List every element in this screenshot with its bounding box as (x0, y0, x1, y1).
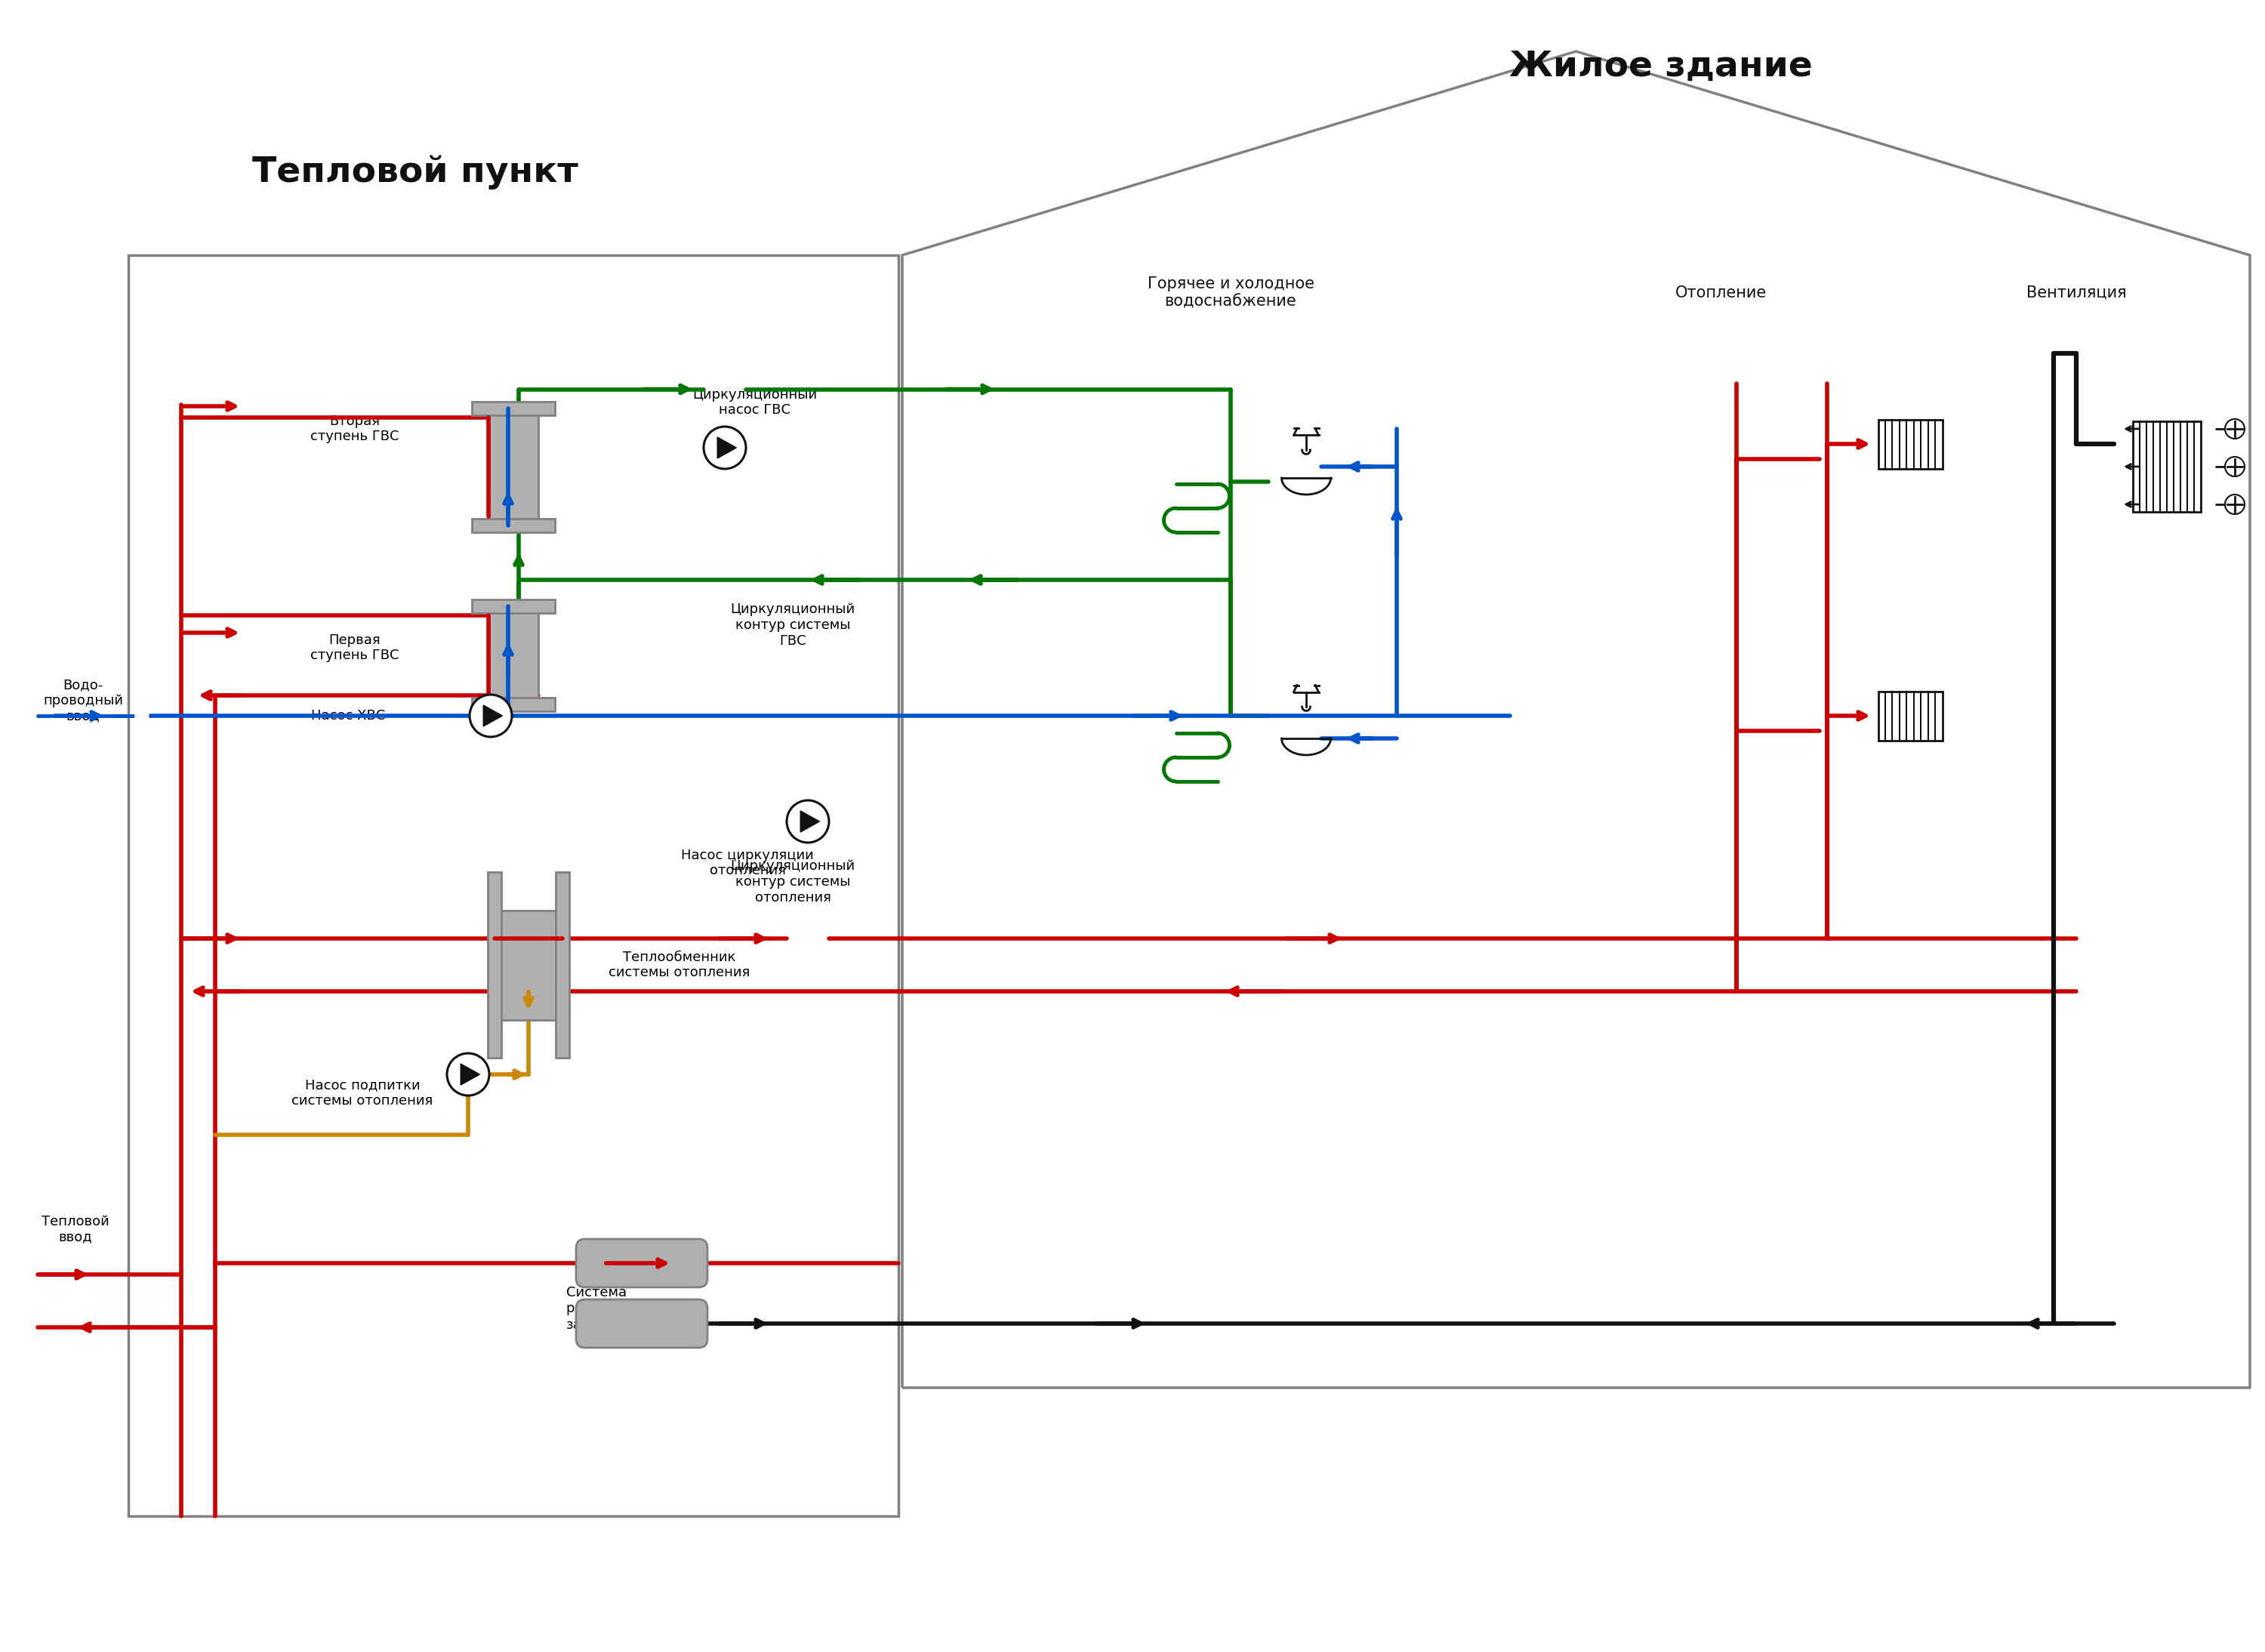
Bar (489, 606, 539, 704)
Bar (555, 872, 569, 1057)
Text: Насос ХВС: Насос ХВС (310, 709, 385, 722)
Bar (471, 401, 555, 415)
Bar (471, 519, 555, 532)
Bar (2134, 421, 2202, 512)
Circle shape (2224, 420, 2245, 439)
Text: Отопление: Отопление (1676, 286, 1767, 301)
Polygon shape (482, 705, 503, 727)
Text: Водо-
проводный
ввод: Водо- проводный ввод (43, 679, 122, 724)
Bar (471, 697, 555, 712)
Bar (129, 254, 899, 1517)
Polygon shape (800, 811, 820, 833)
Bar (487, 872, 501, 1057)
Circle shape (786, 800, 829, 843)
Text: Горячее и холодное
водоснабжение: Горячее и холодное водоснабжение (1146, 276, 1314, 309)
Bar (471, 600, 555, 613)
Text: Тепловой
ввод: Тепловой ввод (41, 1214, 109, 1244)
Text: Тепловой пункт: Тепловой пункт (251, 155, 578, 190)
Bar (489, 408, 539, 525)
Polygon shape (460, 1064, 480, 1085)
Circle shape (446, 1054, 489, 1095)
Bar (494, 910, 562, 1019)
Text: Циркуляционный
контур системы
ГВС: Циркуляционный контур системы ГВС (729, 603, 856, 648)
Text: Вторая
ступень ГВС: Вторая ступень ГВС (310, 415, 399, 443)
Text: Первая
ступень ГВС: Первая ступень ГВС (310, 633, 399, 662)
Text: Насос подпитки
системы отопления: Насос подпитки системы отопления (292, 1079, 433, 1108)
Bar (1878, 691, 1941, 740)
Circle shape (2224, 458, 2245, 476)
FancyBboxPatch shape (575, 1239, 707, 1287)
Text: Жилое здание: Жилое здание (1508, 50, 1812, 84)
Text: Теплообменник
системы отопления: Теплообменник системы отопления (609, 950, 750, 980)
Text: Вентиляция: Вентиляция (2027, 286, 2127, 301)
Text: Циркуляционный
насос ГВС: Циркуляционный насос ГВС (693, 388, 818, 416)
Circle shape (2224, 494, 2245, 514)
Text: Система
регулирования и
защиты: Система регулирования и защиты (566, 1285, 689, 1332)
Polygon shape (718, 438, 736, 458)
FancyBboxPatch shape (575, 1300, 707, 1348)
Bar (1878, 420, 1941, 469)
Circle shape (469, 694, 512, 737)
Text: Циркуляционный
контур системы
отопления: Циркуляционный контур системы отопления (729, 859, 856, 904)
Circle shape (704, 426, 745, 469)
Text: Насос циркуляции
отопления: Насос циркуляции отопления (682, 849, 813, 877)
